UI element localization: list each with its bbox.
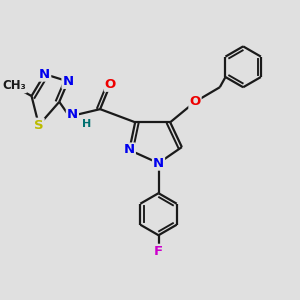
Text: F: F: [154, 245, 163, 258]
Text: O: O: [105, 78, 116, 91]
Text: H: H: [82, 119, 91, 129]
Text: N: N: [62, 75, 74, 88]
Text: CH₃: CH₃: [2, 79, 26, 92]
Text: S: S: [34, 119, 44, 132]
Text: N: N: [153, 157, 164, 169]
Text: N: N: [67, 108, 78, 121]
Text: N: N: [124, 143, 135, 157]
Text: N: N: [39, 68, 50, 81]
Text: O: O: [189, 95, 201, 108]
